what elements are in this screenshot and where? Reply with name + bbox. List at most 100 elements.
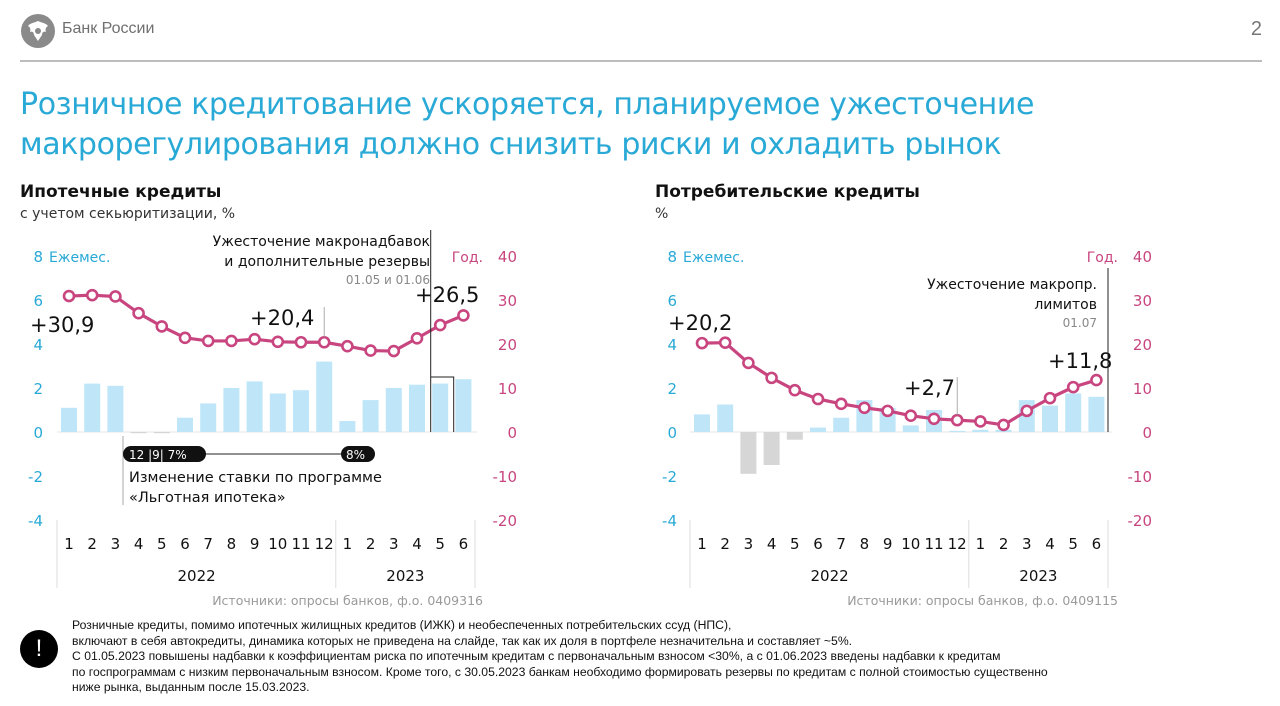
month-label: 11 [291,535,310,553]
annual-growth-point [201,334,215,348]
month-label: 2 [87,535,97,553]
right-axis-tick: 20 [498,336,517,354]
policy-note-text: лимитов [1034,297,1097,313]
monthly-bar [269,393,286,432]
monthly-bar [362,400,379,432]
left-axis-tick: 4 [33,336,43,354]
right-axis-tick: 30 [1133,292,1152,310]
policy-note-date: 01.05 и 01.06 [346,273,430,287]
right-axis-tick: -20 [493,512,518,530]
value-annotation: +20,4 [250,306,314,330]
monthly-bar [61,407,77,432]
month-label: 11 [924,535,943,553]
month-label: 5 [157,535,167,553]
rate-pill-start [123,446,206,462]
annual-growth-point [294,335,308,349]
annual-growth-point [433,318,447,332]
footnote-line: включают в себя автокредиты, динамика ко… [72,633,853,648]
monthly-bar [763,432,780,465]
month-label: 3 [389,535,399,553]
value-annotation: +2,7 [904,376,955,400]
month-label: 3 [744,535,754,553]
footnote-line: по госпрограммам с низким первоначальным… [72,664,1048,679]
value-annotation: +20,2 [668,311,732,335]
policy-note-text: Ужесточение макронадбавок [213,234,430,250]
annual-growth-point [271,335,285,349]
monthly-bar [107,385,124,432]
monthly-bar [1065,393,1082,432]
annual-growth-point [950,413,964,427]
left-axis-tick: 6 [667,292,677,310]
year-label: 2023 [1019,567,1057,585]
month-label: 3 [1022,535,1032,553]
month-label: 1 [64,535,74,553]
right-axis-tick: 0 [1142,424,1152,442]
annual-growth-point [364,344,377,357]
month-label: 4 [134,535,144,553]
left-axis-label: Ежемес. [49,250,110,266]
right-axis-tick: -20 [1128,512,1153,530]
year-label: 2022 [811,567,849,585]
month-label: 5 [1068,535,1078,553]
annual-growth-point [742,356,755,370]
month-label: 1 [343,535,353,553]
left-axis-tick: 8 [667,248,677,266]
annual-growth-point [387,344,401,358]
monthly-bar [902,425,919,432]
monthly-bar [810,427,826,432]
month-label: 5 [435,535,445,553]
annual-growth-point [858,401,871,415]
policy-note-date: 01.07 [1063,316,1097,330]
monthly-bar [972,429,989,432]
annual-growth-point [695,336,709,350]
slide-title-line: макрорегулирования должно снизить риски … [20,127,1002,162]
policy-note-text: и дополнительные резервы [224,254,430,270]
annual-growth-point [927,412,941,426]
monthly-bar [385,388,402,432]
month-label: 1 [976,535,986,553]
left-axis-tick: -2 [662,468,677,486]
value-annotation: +26,5 [415,283,479,307]
monthly-bar [1088,396,1105,432]
chart-subtitle-consumer: % [655,206,669,222]
annual-growth-line [701,341,1097,427]
left-axis-tick: -4 [28,512,43,530]
annual-growth-point [155,320,169,333]
source-note: Источники: опросы банков, ф.о. 0409115 [847,593,1118,608]
month-label: 12 [948,535,967,553]
month-label: 2 [366,535,376,553]
annual-growth-point [1066,380,1080,394]
value-annotation: +30,9 [30,313,94,337]
right-axis-tick: 20 [1133,336,1152,354]
chart-title-consumer: Потребительские кредиты [655,182,920,202]
monthly-bar [717,404,734,432]
month-label: 10 [268,535,287,553]
annual-growth-point [85,288,99,302]
left-axis-tick: 6 [33,292,43,310]
month-label: 6 [459,535,469,553]
monthly-bar [339,421,356,432]
month-label: 9 [250,535,260,553]
rate-change-text: «Льготная ипотека» [129,490,286,506]
annual-growth-point [718,336,732,349]
annual-growth-point [341,339,354,353]
rate-pill-end-text: 8% [346,448,365,462]
annual-growth-point [904,409,918,423]
monthly-bar [455,379,472,432]
annual-growth-point [178,331,192,345]
right-axis-tick: 40 [498,248,517,266]
monthly-bar [740,432,757,474]
right-axis-tick: 0 [507,424,517,442]
exclamation-icon: ! [20,630,58,668]
rate-change-text: Изменение ставки по программе [129,470,382,486]
right-axis-tick: -10 [493,468,518,486]
slide-title-line: Розничное кредитование ускоряется, плани… [20,87,1035,122]
left-axis-tick: 0 [33,424,43,442]
month-label: 9 [883,535,893,553]
footnote-line: ниже рынка, выданным после 15.03.2023. [72,680,310,695]
monthly-bar [177,417,193,432]
monthly-bar [223,388,240,432]
monthly-bar [153,432,170,434]
right-axis-tick: 10 [1133,380,1152,398]
